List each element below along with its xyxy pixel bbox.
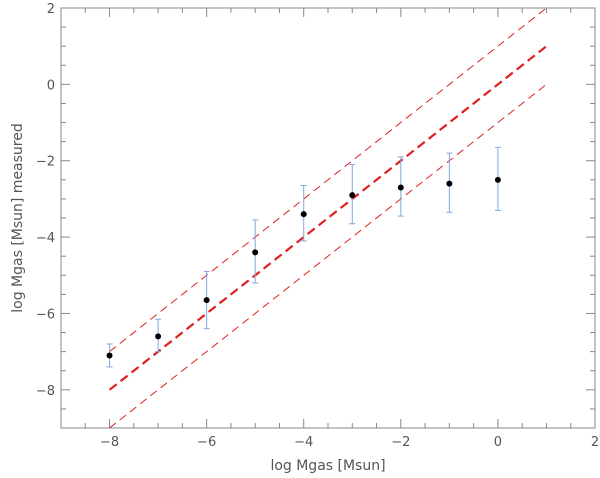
y-tick-label: 2 — [47, 2, 55, 17]
offset-line — [109, 83, 547, 428]
x-tick-label: −8 — [100, 435, 119, 450]
tick-labels: −8 −6 −4 −2 0 2 −8 −6 −4 −2 0 2 — [36, 2, 599, 450]
data-point — [300, 211, 307, 218]
data-point — [494, 176, 501, 183]
data-points — [106, 176, 501, 359]
x-tick-label: −2 — [391, 435, 410, 450]
axis-ticks — [60, 7, 596, 429]
data-point — [106, 352, 113, 359]
data-point — [252, 249, 259, 256]
x-tick-label: −4 — [294, 435, 313, 450]
data-point — [446, 180, 453, 187]
y-tick-label: 0 — [47, 78, 55, 93]
data-point — [397, 184, 404, 191]
x-tick-label: 2 — [591, 435, 599, 450]
y-tick-label: −8 — [36, 384, 55, 399]
data-point — [155, 333, 162, 340]
y-tick-label: −4 — [36, 231, 55, 246]
offset-line — [109, 8, 547, 353]
x-tick-label: 0 — [494, 435, 502, 450]
data-point — [203, 297, 210, 304]
x-axis-label: log Mgas [Msun] — [270, 458, 385, 474]
data-point — [349, 192, 356, 199]
error-bars — [106, 146, 501, 368]
x-tick-label: −6 — [197, 435, 216, 450]
y-tick-label: −6 — [36, 307, 55, 322]
y-tick-label: −2 — [36, 155, 55, 170]
y-axis-label: log Mgas [Msun] measured — [10, 123, 26, 313]
one-to-one-line — [108, 45, 548, 391]
reference-lines — [108, 8, 548, 428]
